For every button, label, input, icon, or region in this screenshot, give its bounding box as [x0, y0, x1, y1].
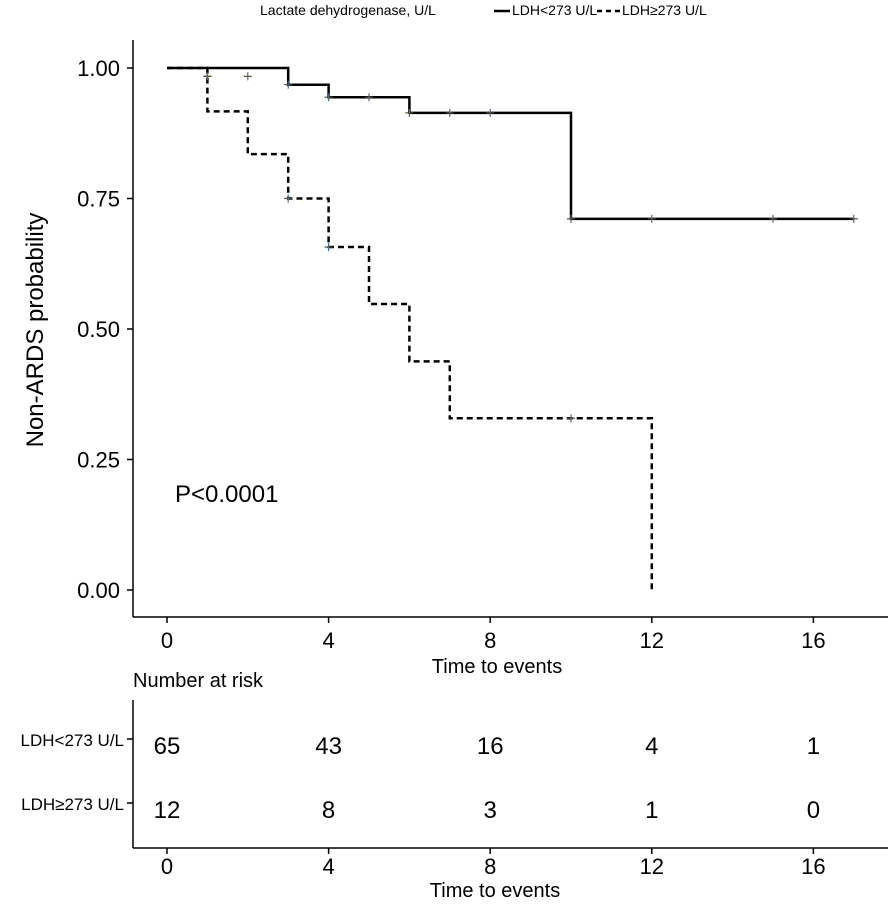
- risk-count: 3: [484, 797, 497, 824]
- x-axis-label: Time to events: [432, 656, 562, 678]
- risk-count: 0: [807, 797, 820, 824]
- risk-x-tick-label: 8: [484, 854, 496, 879]
- risk-count: 4: [645, 733, 658, 760]
- risk-rows: LDH<273 U/L 65 43 16 4 1 LDH≥273 U/L 12 8 3 1 0: [21, 731, 821, 824]
- risk-count: 1: [645, 797, 658, 824]
- risk-count: 43: [315, 733, 342, 760]
- censor-mark: [769, 214, 777, 223]
- legend-label-ldh-high: LDH≥273 U/L: [622, 2, 707, 18]
- censor-mark: [203, 72, 212, 81]
- censor-mark: [849, 214, 858, 223]
- risk-x-tick-label: 16: [801, 854, 825, 879]
- x-ticks: 0 4 8 12 16: [161, 617, 826, 653]
- censor-mark: [405, 108, 414, 117]
- legend-title: Lactate dehydrogenase, U/L: [260, 2, 436, 18]
- y-tick-label: 0.25: [77, 448, 120, 473]
- risk-count: 65: [154, 733, 181, 760]
- censor-mark: [445, 108, 454, 117]
- risk-row-label: LDH<273 U/L: [21, 731, 124, 750]
- x-tick-label: 8: [484, 628, 496, 653]
- risk-table: Number at risk LDH<273 U/L 65 43 16 4 1LDH≥27…: [21, 670, 888, 902]
- y-tick-label: 0.75: [77, 187, 120, 212]
- series-line-ldh-low: [167, 66, 854, 221]
- risk-table-x-axis-label: Time to events: [430, 880, 560, 902]
- x-tick-label: 16: [801, 628, 825, 653]
- x-tick-label: 4: [322, 628, 334, 653]
- survival-plot: 0.00 0.25 0.50 0.75 1.00 0 4 8 12 16 Non-ARDS pr…: [22, 40, 888, 678]
- y-axis-label: Non-ARDS probability: [22, 213, 49, 448]
- censor-mark: [647, 214, 656, 223]
- censor-mark: [324, 93, 333, 102]
- risk-x-ticks: 0 4 8 12 16: [161, 848, 826, 879]
- risk-count: 16: [477, 733, 504, 760]
- censor-mark: [284, 194, 293, 203]
- censor-mark: [567, 214, 575, 223]
- censor-mark: [365, 93, 373, 102]
- risk-count: 8: [322, 797, 335, 824]
- y-tick-label: 1.00: [77, 56, 120, 81]
- y-tick-label: 0.50: [77, 317, 120, 342]
- risk-count: 1: [807, 733, 820, 760]
- p-value-annotation: P<0.0001: [175, 481, 278, 508]
- curves: [167, 66, 858, 590]
- series-line-ldh-high: [167, 66, 654, 590]
- risk-x-tick-label: 4: [322, 854, 334, 879]
- risk-row-label: LDH≥273 U/L: [21, 795, 124, 814]
- risk-table-title: Number at risk: [133, 670, 264, 692]
- y-ticks: 0.00 0.25 0.50 0.75 1.00: [77, 56, 133, 603]
- censor-mark: [284, 80, 293, 89]
- x-tick-label: 12: [640, 628, 664, 653]
- legend-label-ldh-low: LDH<273 U/L: [512, 2, 597, 18]
- risk-count: 12: [154, 797, 181, 824]
- risk-x-tick-label: 12: [640, 854, 664, 879]
- x-tick-label: 0: [161, 628, 173, 653]
- censor-mark: [324, 243, 333, 252]
- censor-mark: [567, 414, 575, 423]
- censor-mark: [486, 108, 495, 117]
- risk-x-tick-label: 0: [161, 854, 173, 879]
- censor-mark: [243, 72, 252, 81]
- y-tick-label: 0.00: [77, 578, 120, 603]
- legend: Lactate dehydrogenase, U/L LDH<273 U/L L…: [260, 2, 707, 18]
